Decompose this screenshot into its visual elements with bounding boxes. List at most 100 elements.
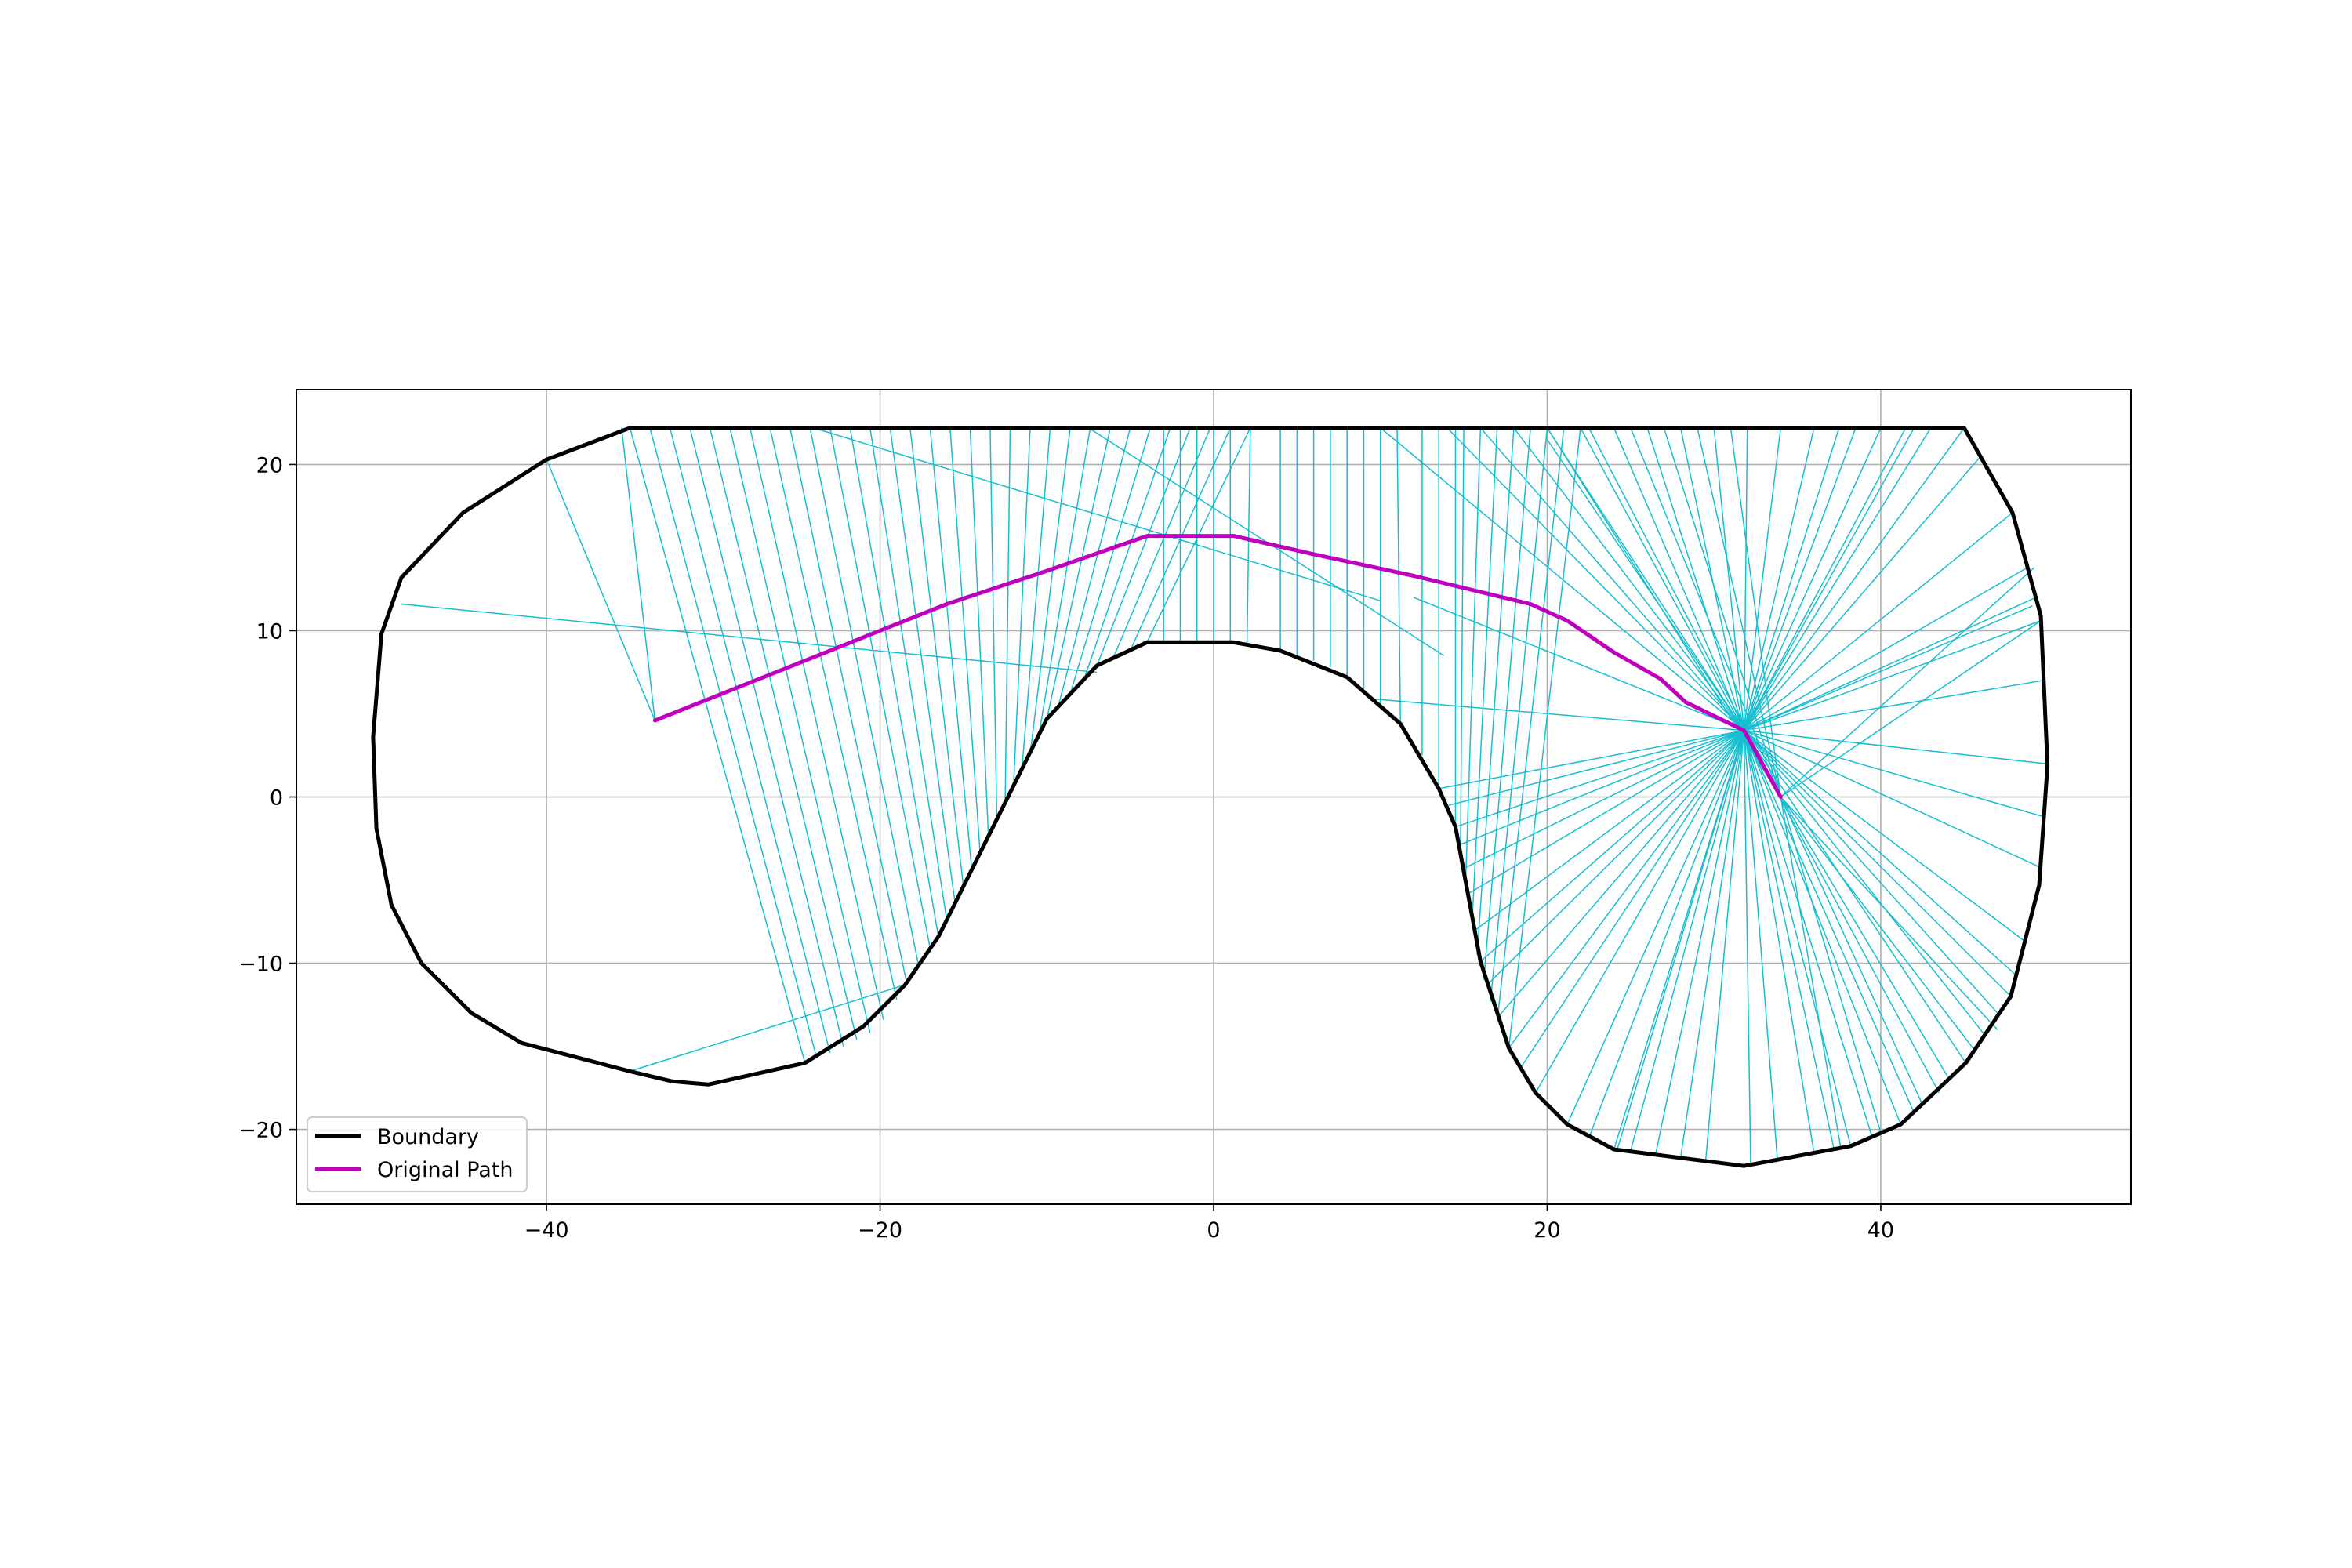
ray-segment <box>630 984 906 1073</box>
ray-segment <box>1744 597 2037 731</box>
ray-segment <box>1730 427 1782 797</box>
ray-segment <box>1743 730 1915 1113</box>
ray-segment <box>1613 730 1745 1150</box>
ray-segment <box>813 427 1381 602</box>
ray-segment <box>1743 730 1967 1064</box>
ray-segment <box>869 427 948 920</box>
ray-segment <box>1743 427 1840 731</box>
ray-segment <box>1439 729 1744 789</box>
ray-segment <box>1083 427 1171 681</box>
ray-segment <box>889 427 956 904</box>
original-path-line <box>652 534 1783 799</box>
ray-segment <box>1780 567 2035 798</box>
ray-segment <box>1519 730 1745 1069</box>
ray-segment <box>1780 797 1842 1149</box>
y-tick-label: −10 <box>238 953 283 977</box>
ray-segment <box>1029 427 1071 754</box>
ray-segment <box>1479 427 1745 731</box>
y-tick-label: 10 <box>256 619 283 644</box>
x-tick-label: −40 <box>524 1218 569 1243</box>
ray-segment <box>1446 427 1745 731</box>
ray-segment <box>1743 427 1782 731</box>
ray-segment <box>1483 427 1531 980</box>
ray-segment <box>1743 427 1857 731</box>
ray-segment <box>1021 427 1051 771</box>
ray-segment <box>1508 427 1581 1048</box>
ray-segment <box>1490 427 1548 1002</box>
legend-label-original-path: Original Path <box>377 1158 514 1182</box>
ray-segment <box>1463 730 1744 869</box>
ray-segment <box>1096 427 1191 666</box>
ray-segment <box>1743 730 2012 997</box>
ray-segment <box>1069 427 1151 695</box>
ray-segment <box>1743 427 1965 731</box>
ray-group <box>401 427 2046 1165</box>
ray-segment <box>1743 730 1852 1146</box>
ray-segment <box>621 427 656 721</box>
ray-segment <box>1743 730 1778 1160</box>
ray-segment <box>689 427 844 1047</box>
ray-segment <box>1613 427 1745 731</box>
ray-segment <box>1654 730 1745 1155</box>
ray-segment <box>1413 597 1744 731</box>
ray-segment <box>629 427 806 1063</box>
ray-segment <box>829 427 931 949</box>
ray-segment <box>1744 729 2046 764</box>
ray-segment <box>1546 427 1781 797</box>
y-tick-label: 0 <box>270 786 283 811</box>
ray-segment <box>1004 427 1011 804</box>
ray-segment <box>1513 427 1745 731</box>
ray-segment <box>1630 730 1745 1152</box>
ray-segment <box>749 427 884 1020</box>
ray-segment <box>769 427 898 1000</box>
ray-segment <box>1037 427 1091 738</box>
ray-segment <box>789 427 908 984</box>
ray-segment <box>401 603 1098 673</box>
ray-segment <box>1588 730 1745 1138</box>
ray-segment <box>1630 427 1781 797</box>
ray-segment <box>1743 730 1835 1150</box>
ray-segment <box>1396 427 1402 724</box>
ray-segment <box>729 427 871 1033</box>
ray-segment <box>909 427 964 887</box>
ray-segment <box>1479 730 1744 962</box>
axis-ticks: −40 −20 0 20 40 −20 −10 0 10 20 <box>238 453 1894 1243</box>
ray-segment <box>1744 680 2043 731</box>
ray-segment <box>1744 730 2028 944</box>
ray-segment <box>1112 427 1211 658</box>
ray-segment <box>969 427 989 837</box>
legend-box <box>307 1116 528 1192</box>
ray-segment <box>1743 730 1902 1125</box>
ray-segment <box>1448 729 1744 806</box>
ray-segment <box>1713 427 1745 731</box>
ray-segment <box>1458 729 1744 846</box>
ray-segment <box>1744 604 2033 731</box>
y-tick-label: 20 <box>256 453 283 477</box>
ray-segment <box>1455 729 1744 828</box>
ray-segment <box>1780 797 1882 1134</box>
y-tick-label: −20 <box>238 1119 283 1143</box>
ray-segment <box>1475 730 1744 931</box>
legend: Boundary Original Path <box>307 1116 528 1192</box>
ray-segment <box>929 427 973 870</box>
ray-segment <box>1743 427 1748 731</box>
ray-segment <box>1646 427 1745 731</box>
ray-segment <box>1476 427 1515 955</box>
ray-segment <box>1058 427 1131 706</box>
ray-segment <box>1012 427 1031 787</box>
ray-segment <box>1743 730 1987 1037</box>
ray-segment <box>1780 797 1923 1105</box>
ray-segment <box>1743 730 1873 1138</box>
ray-segment <box>1743 427 1907 731</box>
ray-segment <box>1663 427 1781 797</box>
ray-segment <box>1534 730 1745 1094</box>
ray-segment <box>1380 427 1744 731</box>
legend-label-boundary: Boundary <box>377 1125 479 1149</box>
ray-segment <box>1497 730 1745 1019</box>
ray-segment <box>1743 730 1998 1014</box>
ray-segment <box>1743 427 1915 731</box>
ray-segment <box>1679 730 1745 1158</box>
ray-segment <box>989 427 998 821</box>
ray-segment <box>1744 512 2013 731</box>
ray-segment <box>1488 730 1745 984</box>
